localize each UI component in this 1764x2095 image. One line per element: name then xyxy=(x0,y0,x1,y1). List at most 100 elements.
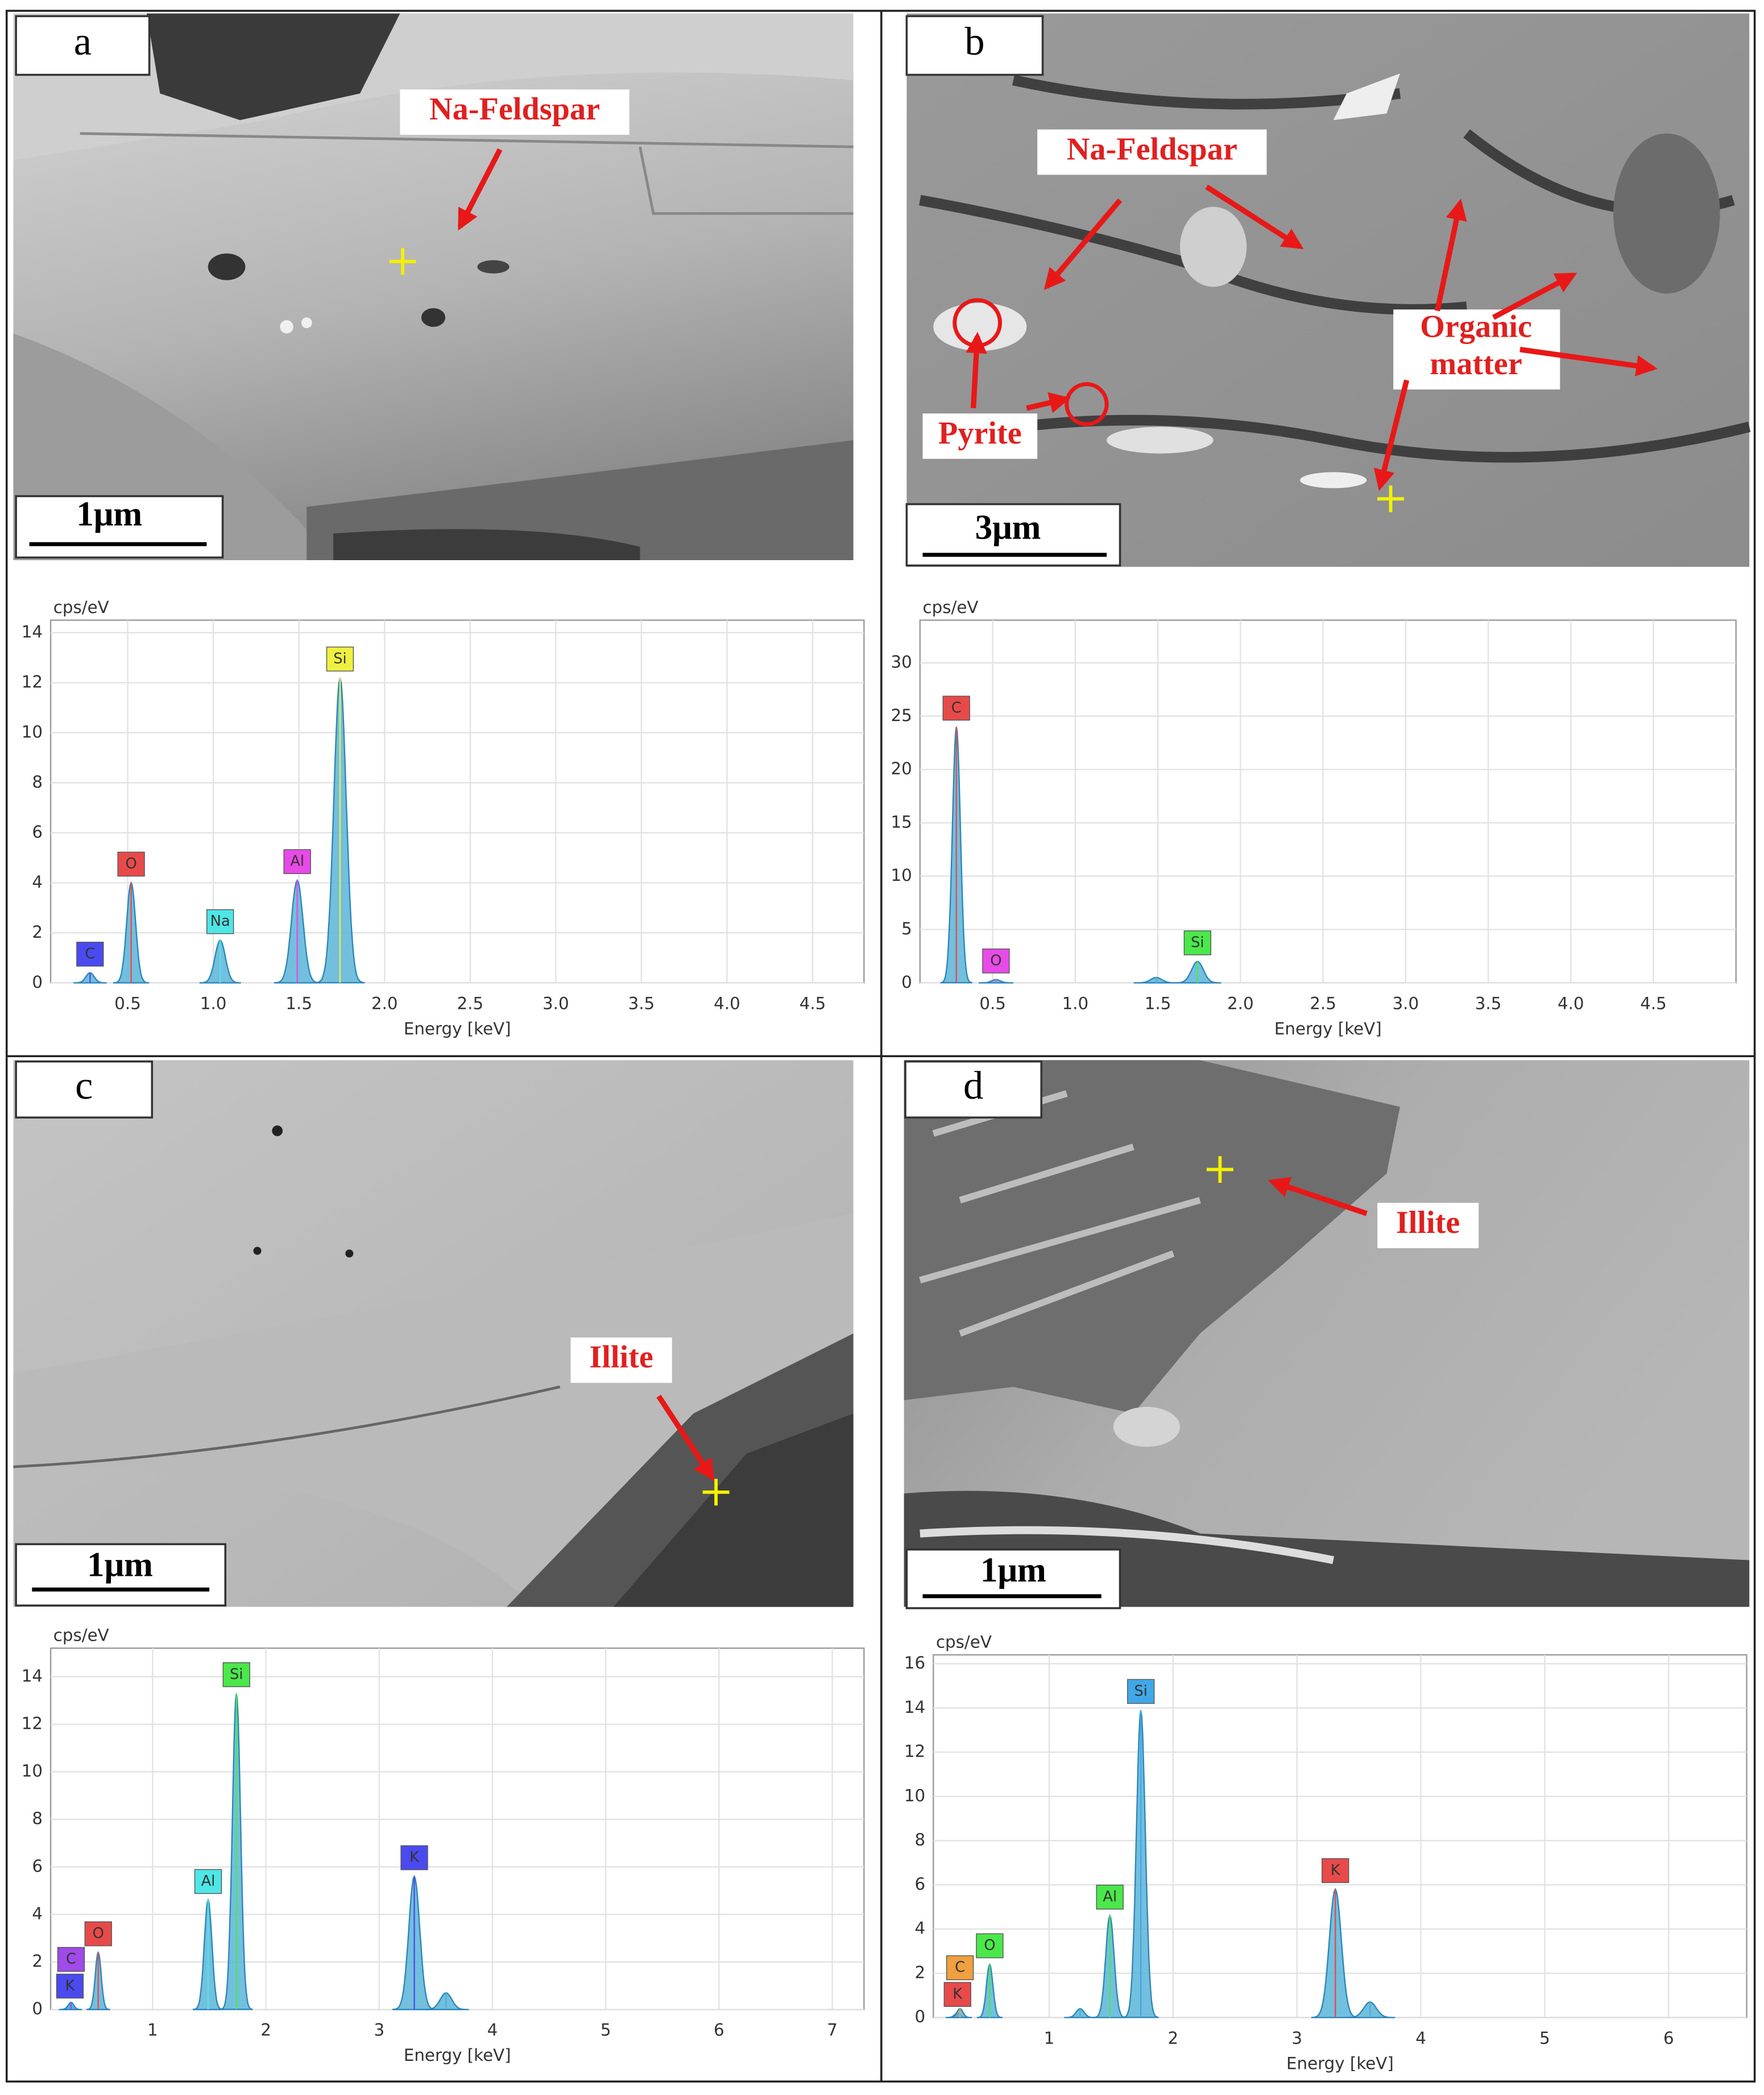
annotation: matter xyxy=(1430,346,1522,382)
x-axis-label: Energy [keV] xyxy=(404,1019,511,1038)
panel-label-box xyxy=(904,1060,1042,1119)
peak-label-box xyxy=(1127,1679,1155,1704)
x-tick-label: 4.5 xyxy=(800,993,826,1013)
y-tick-label: 10 xyxy=(22,1761,43,1781)
annotation: Organic xyxy=(1420,309,1532,344)
x-tick-label: 2.0 xyxy=(371,993,398,1013)
x-tick-label: 7 xyxy=(827,2021,838,2040)
y-axis-label: cps/eV xyxy=(923,598,979,617)
scale-bar-label: 1μm xyxy=(980,1551,1046,1589)
x-tick-label: 2 xyxy=(260,2021,271,2040)
x-tick-label: 2.5 xyxy=(1310,993,1336,1013)
annotation: Na-Feldspar xyxy=(1067,131,1237,167)
annotation: Na-Feldspar xyxy=(429,92,600,127)
panel-label: b xyxy=(964,19,984,64)
y-tick-label: 12 xyxy=(22,672,43,692)
x-tick-label: 2.0 xyxy=(1227,993,1254,1013)
y-tick-label: 25 xyxy=(891,706,912,725)
point-marker xyxy=(1377,485,1404,512)
y-tick-label: 2 xyxy=(32,1952,43,1971)
annotation-box xyxy=(570,1337,672,1383)
scale-bar-label: 1μm xyxy=(76,495,142,533)
scale-bar-box xyxy=(15,1543,227,1607)
peak-label: K xyxy=(409,1849,420,1866)
x-tick-label: 3.5 xyxy=(1475,993,1502,1013)
peak-label-box xyxy=(56,1973,84,1999)
y-tick-label: 8 xyxy=(915,1830,926,1849)
arrow xyxy=(1434,198,1467,312)
peak-label-box xyxy=(982,949,1010,974)
y-tick-label: 30 xyxy=(891,652,912,672)
y-axis-label: cps/eV xyxy=(53,1626,109,1645)
x-tick-label: 4.0 xyxy=(714,993,740,1013)
peak-label: C xyxy=(66,1951,76,1968)
x-axis-label: Energy [keV] xyxy=(404,2046,511,2065)
y-tick-label: 15 xyxy=(891,812,912,831)
x-tick-label: 2.5 xyxy=(457,993,484,1013)
peak-label-box xyxy=(283,849,311,874)
x-tick-label: 1.5 xyxy=(285,993,312,1013)
peak-label: K xyxy=(1331,1862,1341,1879)
peak-label-box xyxy=(194,1869,222,1894)
arrow xyxy=(1373,379,1410,491)
y-tick-label: 0 xyxy=(32,972,43,992)
peak-label-box xyxy=(976,1933,1004,1959)
y-tick-label: 10 xyxy=(904,1786,925,1805)
y-tick-label: 0 xyxy=(915,2007,926,2026)
y-tick-label: 4 xyxy=(915,1919,926,1938)
peak-label-box xyxy=(1096,1885,1124,1910)
peak-label-box xyxy=(117,851,145,877)
peak-label: K xyxy=(953,1986,963,2003)
annotation-box xyxy=(1377,1203,1479,1248)
y-tick-label: 12 xyxy=(904,1742,925,1761)
annotation: Illite xyxy=(589,1340,653,1375)
highlight-circle xyxy=(953,298,1003,348)
annotation-box xyxy=(922,413,1038,459)
highlight-circle xyxy=(1065,382,1109,427)
panel-label-box xyxy=(15,1060,154,1119)
y-tick-label: 0 xyxy=(32,1999,43,2018)
x-tick-label: 3.5 xyxy=(628,993,655,1013)
x-tick-label: 1.0 xyxy=(200,993,227,1013)
y-tick-label: 14 xyxy=(22,1666,43,1686)
peak-label: Si xyxy=(1134,1683,1148,1700)
peak-label-box xyxy=(222,1662,250,1687)
peak-label: O xyxy=(990,952,1001,969)
x-tick-label: 6 xyxy=(1663,2028,1674,2048)
peak-label: Al xyxy=(1103,1889,1117,1906)
x-tick-label: 1.5 xyxy=(1145,993,1171,1013)
x-tick-label: 2 xyxy=(1168,2028,1179,2048)
sem-image xyxy=(13,1060,854,1607)
x-tick-label: 3 xyxy=(1291,2028,1302,2048)
y-axis-label: cps/eV xyxy=(936,1632,992,1651)
peak-label: Na xyxy=(210,913,230,930)
point-marker xyxy=(702,1479,730,1506)
annotation-box xyxy=(400,89,630,135)
panel-label: d xyxy=(963,1063,983,1108)
peak-label-box xyxy=(84,1921,112,1947)
y-axis-label: cps/eV xyxy=(53,598,109,617)
y-tick-label: 10 xyxy=(22,722,43,742)
y-tick-label: 4 xyxy=(32,1904,43,1923)
peak-label-box xyxy=(326,647,354,672)
scale-bar-label: 3μm xyxy=(975,508,1041,546)
annotation-box xyxy=(1037,129,1267,175)
panel-label-box xyxy=(905,15,1044,76)
peak-label: Si xyxy=(1191,934,1204,951)
plot-area xyxy=(49,1647,865,2010)
y-tick-label: 8 xyxy=(32,772,43,792)
x-tick-label: 4 xyxy=(487,2021,498,2040)
y-tick-label: 2 xyxy=(915,1962,926,1982)
peak-label: C xyxy=(85,945,95,962)
x-tick-label: 3.0 xyxy=(1393,993,1419,1013)
arrow xyxy=(1519,346,1658,376)
x-tick-label: 0.5 xyxy=(114,993,141,1013)
y-tick-label: 14 xyxy=(904,1697,925,1717)
panel-label: c xyxy=(75,1063,93,1108)
peak-label: Si xyxy=(333,650,347,667)
arrow xyxy=(1205,184,1304,250)
y-tick-label: 2 xyxy=(32,922,43,942)
annotation: Illite xyxy=(1396,1205,1460,1240)
peak-label: Si xyxy=(230,1666,243,1683)
